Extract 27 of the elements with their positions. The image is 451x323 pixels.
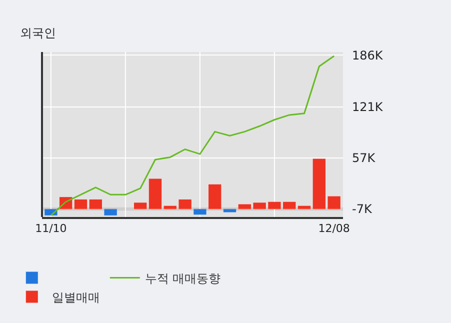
bar (104, 209, 117, 216)
bar (253, 202, 266, 210)
bar (178, 199, 192, 210)
bar (208, 184, 222, 210)
bar (223, 209, 236, 212)
bar (328, 196, 340, 210)
bar (134, 202, 147, 210)
bar (74, 199, 88, 210)
legend-label: 누적 매매동향 (144, 271, 221, 286)
line-series (50, 55, 335, 216)
bar (298, 206, 311, 210)
bar (283, 202, 296, 210)
bar (268, 202, 281, 210)
chart-title: 외국인 (20, 26, 56, 40)
y-tick-label: -7K (352, 202, 373, 216)
legend-label: 일별매매 (52, 290, 100, 304)
x-tick-label: 11/10 (35, 222, 67, 236)
bar (148, 178, 162, 210)
bar (312, 158, 326, 210)
y-tick-label: 57K (352, 151, 376, 166)
x-tick-label: 12/08 (318, 222, 350, 236)
y-tick-label: 121K (352, 100, 384, 114)
bar (164, 206, 176, 210)
bar (194, 209, 206, 215)
y-tick-label: 186K (352, 48, 384, 62)
bar (89, 199, 102, 210)
bar (238, 204, 251, 210)
